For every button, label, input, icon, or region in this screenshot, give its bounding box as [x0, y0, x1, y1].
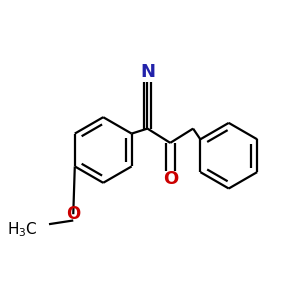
Text: O: O [66, 205, 80, 223]
Text: H$_3$C: H$_3$C [7, 220, 38, 239]
Text: N: N [140, 63, 155, 81]
Text: O: O [163, 170, 178, 188]
